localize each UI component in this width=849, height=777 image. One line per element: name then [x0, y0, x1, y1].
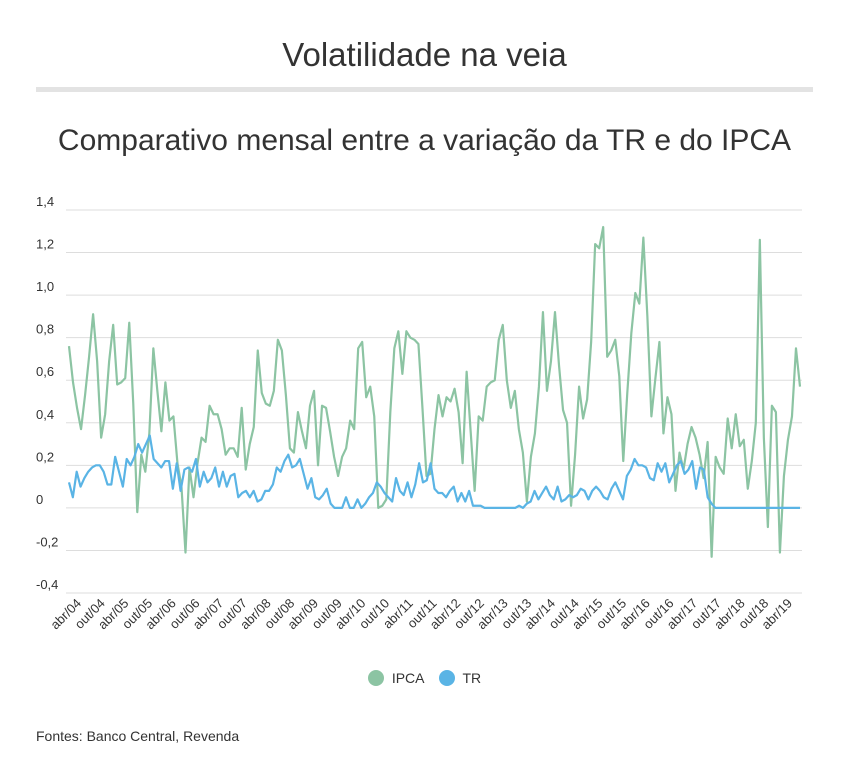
legend-label-tr: TR	[462, 670, 482, 686]
series-line-ipca	[67, 225, 802, 558]
x-axis-ticks: abr/04out/04abr/05out/05abr/06out/06abr/…	[47, 596, 795, 633]
y-tick-label: -0,4	[36, 577, 58, 592]
y-tick-label: 0,4	[36, 407, 54, 422]
legend-swatch-ipca	[367, 670, 384, 686]
y-tick-label: -0,2	[36, 534, 58, 549]
legend-swatch-tr	[438, 670, 455, 686]
series-line-tr	[67, 434, 800, 509]
gridlines	[66, 209, 802, 594]
source-note: Fontes: Banco Central, Revenda	[36, 728, 240, 744]
legend: IPCA TR	[0, 670, 849, 686]
y-tick-label: 0	[36, 492, 43, 507]
y-tick-label: 1,4	[36, 194, 54, 209]
series-lines	[67, 225, 802, 558]
y-tick-label: 1,0	[36, 279, 54, 294]
y-tick-label: 0,8	[36, 322, 54, 337]
y-tick-label: 0,2	[36, 449, 54, 464]
y-tick-label: 1,2	[36, 237, 54, 252]
y-tick-label: 0,6	[36, 364, 54, 379]
legend-item-ipca[interactable]: IPCA	[367, 670, 425, 686]
title-divider	[36, 87, 813, 92]
legend-item-tr[interactable]: TR	[438, 670, 482, 686]
chart-title: Comparativo mensal entre a variação da T…	[57, 124, 792, 157]
page-title: Volatilidade na veia	[282, 36, 567, 73]
legend-label-ipca: IPCA	[391, 670, 425, 686]
y-axis-ticks: -0,4 -0,2 0 0,2 0,4 0,6 0,8 1,0 1,2 1,4	[36, 194, 58, 592]
